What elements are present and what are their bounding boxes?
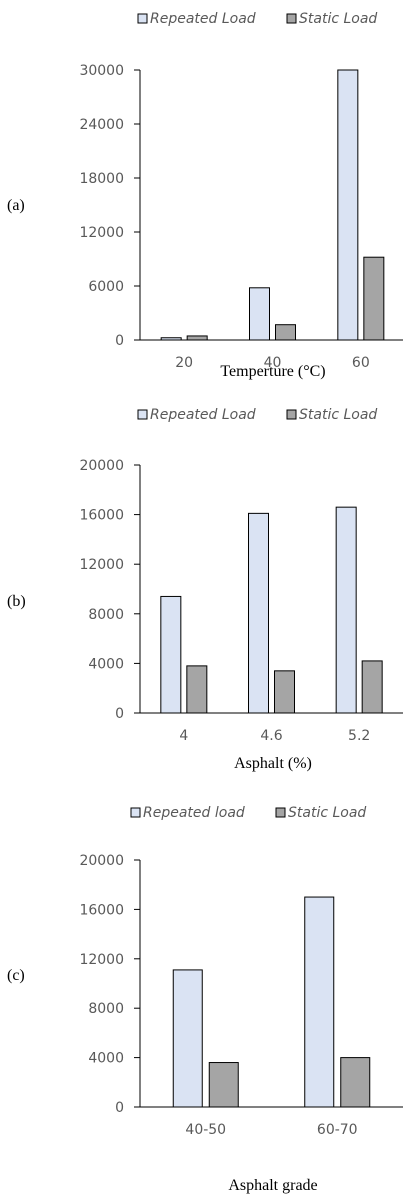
- bar: [186, 665, 208, 714]
- bar: [186, 335, 208, 341]
- y-tick-label: 20000: [79, 458, 124, 474]
- y-tick-label: 12000: [79, 557, 124, 573]
- legend-swatch: [286, 13, 297, 24]
- y-tick-label: 8000: [88, 607, 124, 623]
- legend-label: Repeated load: [143, 805, 245, 821]
- x-tick-label: 40: [264, 355, 282, 371]
- legend-swatch: [275, 807, 286, 818]
- x-axis-title: Temperture (°C): [220, 363, 325, 380]
- bar: [172, 969, 203, 1108]
- y-tick-label: 12000: [79, 952, 124, 968]
- bar: [249, 287, 270, 341]
- legend-swatch: [137, 409, 148, 420]
- chart-panel-1: Repeated Load Static Load 0 6000 12000 18000 2…: [7, 11, 403, 380]
- y-tick-label: 0: [115, 706, 124, 722]
- legend-label: Static Load: [299, 11, 377, 27]
- bar: [208, 1062, 239, 1108]
- bar: [340, 1057, 371, 1108]
- y-tick-label: 30000: [79, 63, 124, 79]
- y-tick-label: 16000: [79, 508, 124, 524]
- x-axis-title: Asphalt (%): [234, 755, 312, 772]
- y-tick-label: 4000: [88, 1051, 124, 1067]
- x-tick-label: 4.6: [260, 728, 282, 744]
- bar: [160, 595, 182, 714]
- legend-label: Static Load: [288, 805, 366, 821]
- y-tick-label: 8000: [88, 1001, 124, 1017]
- bar: [274, 670, 295, 714]
- chart-panel-3: Repeated load Static Load 0 4000 8000 12000 16…: [7, 805, 403, 1194]
- legend-swatch: [286, 409, 297, 420]
- x-tick-label: 5.2: [348, 728, 370, 744]
- bar: [335, 506, 357, 714]
- bar: [363, 256, 385, 341]
- bar: [361, 660, 383, 714]
- x-tick-label: 60: [352, 355, 370, 371]
- legend-label: Repeated Load: [150, 407, 256, 423]
- y-tick-label: 0: [115, 333, 124, 349]
- y-tick-label: 24000: [79, 117, 124, 133]
- y-tick-label: 0: [115, 1100, 124, 1116]
- x-tick-label: 40-50: [185, 1122, 226, 1138]
- bar: [275, 324, 296, 341]
- y-tick-label: 6000: [88, 279, 124, 295]
- bar: [304, 896, 335, 1108]
- y-tick-label: 18000: [79, 171, 124, 187]
- y-tick-label: 20000: [79, 853, 124, 869]
- panel-label: (b): [7, 593, 26, 610]
- legend-label: Repeated Load: [150, 11, 256, 27]
- bar: [337, 69, 359, 341]
- legend-swatch: [130, 807, 141, 818]
- y-tick-label: 16000: [79, 902, 124, 918]
- legend-label: Static Load: [299, 407, 377, 423]
- chart-panel-2: Repeated Load Static Load 0 4000 8000 12000 16…: [7, 407, 403, 772]
- bar: [248, 512, 269, 714]
- x-axis-title: Asphalt grade: [228, 1177, 317, 1194]
- panel-label: (c): [7, 967, 25, 984]
- x-tick-label: 20: [175, 355, 193, 371]
- x-tick-label: 60-70: [317, 1122, 358, 1138]
- x-tick-label: 4: [179, 728, 188, 744]
- legend-swatch: [137, 13, 148, 24]
- y-tick-label: 12000: [79, 225, 124, 241]
- panel-label: (a): [7, 197, 25, 214]
- y-tick-label: 4000: [88, 656, 124, 672]
